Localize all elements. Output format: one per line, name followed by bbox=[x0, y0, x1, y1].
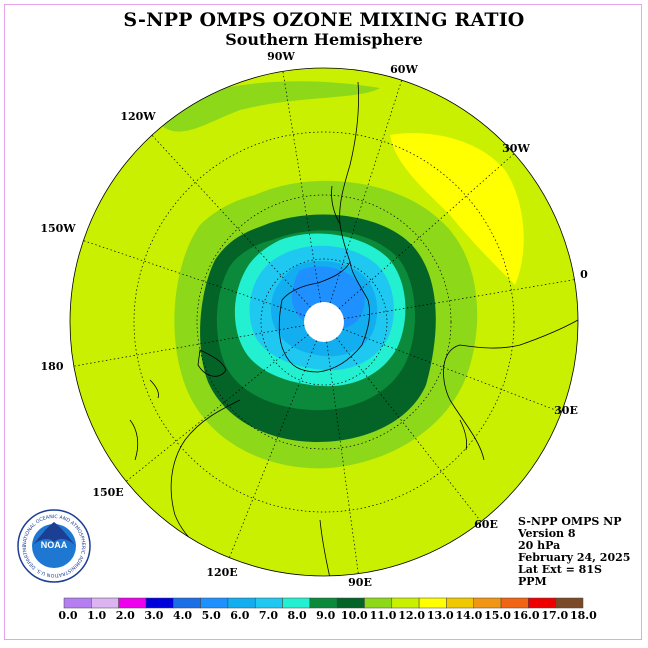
lon-label-30e: 30E bbox=[554, 404, 578, 417]
lon-label-120w: 120W bbox=[120, 110, 156, 123]
lon-label-150w: 150W bbox=[40, 222, 76, 235]
lon-label-150e: 150E bbox=[92, 486, 123, 499]
lon-label-180: 180 bbox=[41, 360, 64, 373]
lon-label-90e: 90E bbox=[348, 576, 372, 589]
polar-data-gap bbox=[304, 302, 344, 342]
lon-label-120e: 120E bbox=[206, 566, 237, 579]
page-title: S-NPP OMPS OZONE MIXING RATIO bbox=[123, 9, 525, 31]
map-border bbox=[69, 67, 579, 577]
field-13ppm bbox=[390, 133, 524, 285]
lon-label-30w: 30W bbox=[502, 142, 530, 155]
graticule bbox=[133, 131, 515, 513]
info-date: February 24, 2025 bbox=[518, 551, 631, 564]
info-units: PPM bbox=[518, 575, 547, 588]
lon-label-0: 0 bbox=[580, 268, 588, 281]
page-subtitle: Southern Hemisphere bbox=[225, 30, 423, 49]
longitude-labels: 90W 60W 30W 0 30E 60E 90E 120E 150E 180 150W 120W bbox=[40, 50, 588, 589]
lon-label-60w: 60W bbox=[390, 63, 418, 76]
page-frame bbox=[4, 4, 642, 640]
info-instrument: S-NPP OMPS NP bbox=[518, 515, 622, 528]
info-lat-ext: Lat Ext = 81S bbox=[518, 563, 602, 576]
coastlines bbox=[129, 81, 578, 576]
info-version: Version 8 bbox=[518, 527, 576, 540]
info-level: 20 hPa bbox=[518, 539, 561, 552]
lon-label-90w: 90W bbox=[267, 50, 295, 63]
lon-label-60e: 60E bbox=[474, 518, 498, 531]
